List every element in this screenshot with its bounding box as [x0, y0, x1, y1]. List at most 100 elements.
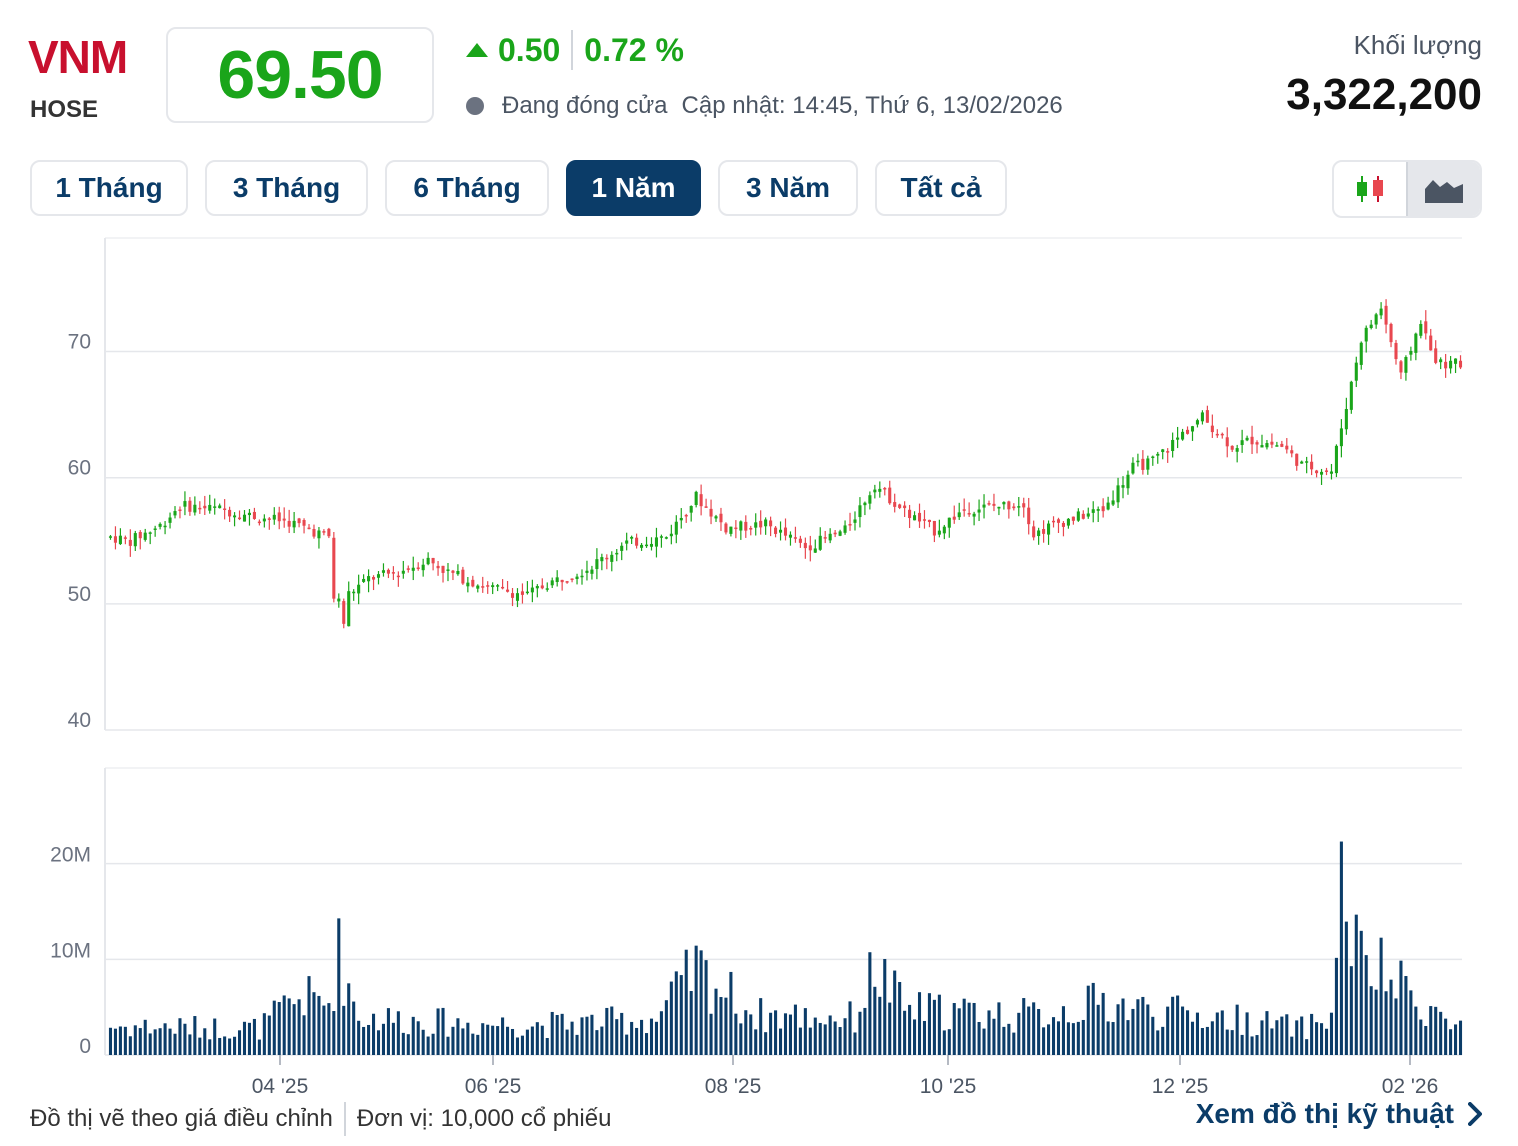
candle-body [1339, 428, 1343, 447]
volume-bar [1444, 1018, 1448, 1055]
current-price: 69.50 [217, 37, 383, 113]
volume-bar [1339, 841, 1343, 1055]
candle-body [367, 576, 371, 582]
volume-bar [610, 1006, 614, 1055]
volume-bar [108, 1027, 113, 1055]
candle-body [540, 585, 544, 589]
candle-body [898, 504, 902, 508]
candle-body [1091, 509, 1095, 513]
volume-bar [1032, 1002, 1036, 1055]
candle-body [669, 533, 673, 537]
candle-body [808, 545, 812, 551]
volume-bar [1195, 1012, 1199, 1055]
volume-bar [233, 1036, 237, 1055]
candle-body [143, 532, 147, 540]
volume-bar [997, 1002, 1001, 1055]
candle-body [1240, 440, 1244, 446]
volume-bar [1141, 996, 1145, 1055]
candle-body [1379, 308, 1383, 316]
volume-bar [143, 1019, 147, 1055]
tab-3-months[interactable]: 3 Tháng [205, 160, 368, 216]
candle-body [997, 506, 1001, 509]
volume-bar [441, 1007, 445, 1055]
tab-6-months[interactable]: 6 Tháng [385, 160, 549, 216]
candle-body [406, 568, 410, 570]
tab-1-year[interactable]: 1 Năm [566, 160, 701, 216]
candle-body [1195, 420, 1199, 425]
volume-bar [1245, 1012, 1249, 1055]
volume-tick-label: 0 [79, 1035, 91, 1058]
candle-body [1389, 323, 1393, 343]
candle-body [664, 537, 668, 539]
volume-bar [302, 1015, 306, 1055]
candle-body [188, 500, 192, 512]
candle-body [1300, 461, 1304, 464]
volume-bar [506, 1026, 510, 1055]
volume-bar [431, 1033, 435, 1055]
volume-bar [1300, 1016, 1304, 1055]
volume-bar [540, 1025, 544, 1055]
tab-3-years[interactable]: 3 Năm [718, 160, 858, 216]
candle-body [724, 523, 728, 533]
ticker-symbol: VNM [28, 31, 128, 83]
volume-bar [530, 1026, 534, 1055]
candle-body [1424, 321, 1428, 334]
candle-body [922, 519, 927, 521]
candle-body [545, 588, 549, 590]
candle-body [312, 529, 316, 537]
candle-body [223, 508, 227, 510]
volume-bar [1056, 1021, 1061, 1055]
candle-body [456, 570, 460, 575]
volume-bar [1220, 1010, 1224, 1055]
technical-chart-link-label: Xem đồ thị kỹ thuật [1195, 1098, 1454, 1129]
volume-bar [1275, 1020, 1279, 1055]
candle-body [640, 544, 644, 548]
candle-body [853, 519, 857, 523]
volume-label: Khối lượng [1353, 30, 1482, 60]
candle-body [798, 538, 802, 543]
volume-bar [252, 1018, 256, 1055]
volume-bar [1061, 1006, 1065, 1055]
candle-body [451, 570, 455, 573]
volume-bar [1429, 1006, 1433, 1055]
volume-bar [1210, 1021, 1214, 1055]
volume-bar [456, 1018, 460, 1055]
volume-bar [1250, 1036, 1254, 1055]
candle-body [1076, 511, 1080, 521]
candle-body [1126, 474, 1130, 489]
volume-bar [1255, 1035, 1259, 1055]
volume-bar [228, 1038, 232, 1055]
candle-body [893, 502, 897, 507]
tab-1-month[interactable]: 1 Tháng [30, 160, 188, 216]
candle-body [709, 508, 713, 517]
candle-body [1414, 333, 1418, 353]
candle-body [237, 517, 242, 520]
candle-body [337, 598, 341, 602]
volume-bar [947, 1029, 951, 1055]
volume-bar [208, 1039, 212, 1055]
area-toggle-button[interactable] [1406, 162, 1480, 216]
volume-bar [118, 1026, 122, 1055]
volume-bar [476, 1034, 480, 1055]
candle-body [913, 515, 917, 521]
volume-bar [213, 1018, 217, 1055]
candle-body [1151, 456, 1155, 459]
volume-bar [615, 1019, 619, 1055]
volume-bar [1240, 1034, 1244, 1055]
volume-bar [242, 1021, 247, 1055]
volume-bar [461, 1028, 465, 1055]
volume-bar [1364, 955, 1368, 1055]
candle-body [729, 526, 733, 534]
candle-body [769, 520, 773, 527]
volume-bar [883, 958, 887, 1055]
volume-bar [917, 992, 922, 1055]
volume-bar [575, 1034, 579, 1055]
candle-body [863, 502, 867, 506]
candle-body [1042, 529, 1046, 534]
tab-all[interactable]: Tất cả [875, 160, 1007, 216]
volume-bar [987, 1010, 991, 1055]
technical-chart-link[interactable]: Xem đồ thị kỹ thuật [1196, 1098, 1482, 1130]
candlestick-toggle-button[interactable] [1334, 162, 1406, 216]
candle-body [233, 515, 237, 518]
volume-bar [977, 1021, 981, 1055]
